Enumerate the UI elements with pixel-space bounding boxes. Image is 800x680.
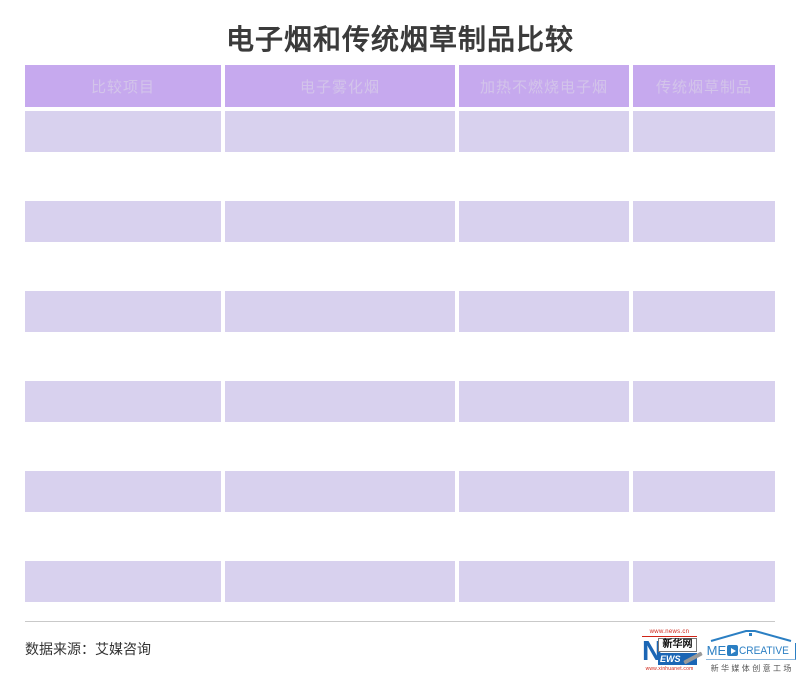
table-cell	[25, 246, 221, 287]
xinhuanet-news-text: EWS	[658, 651, 703, 665]
table-cell	[459, 291, 629, 332]
table-row	[25, 561, 775, 602]
table-cell	[633, 561, 775, 602]
data-source-label: 数据来源：艾媒咨询	[25, 641, 151, 657]
table-cell	[633, 156, 775, 197]
column-header-1: 电子雾化烟	[225, 65, 455, 107]
table-cell	[225, 336, 455, 377]
medcreative-creative-text: CREATIVE	[739, 644, 790, 657]
table-cell	[225, 561, 455, 602]
table-cell	[459, 111, 629, 152]
table-cell	[459, 336, 629, 377]
table-cell	[25, 426, 221, 467]
table-cell	[225, 426, 455, 467]
table-row	[25, 381, 775, 422]
xinhuanet-n-letter: N	[642, 635, 663, 666]
table-row	[25, 291, 775, 332]
table-cell	[633, 426, 775, 467]
table-body	[25, 111, 775, 602]
column-header-0: 比较项目	[25, 65, 221, 107]
table-cell	[225, 291, 455, 332]
table-cell	[459, 426, 629, 467]
table-row	[25, 201, 775, 242]
xinhuanet-logo: www.news.cn N 新华网 EWS www.xinhuanet.com	[642, 629, 703, 672]
table-cell	[633, 336, 775, 377]
roof-icon	[710, 630, 792, 642]
xinhuanet-wordmark: N 新华网 EWS	[642, 635, 703, 666]
table-cell	[225, 111, 455, 152]
table-cell	[225, 381, 455, 422]
table-cell	[25, 561, 221, 602]
table-cell	[25, 291, 221, 332]
xinhuanet-name-cn: 新华网	[658, 638, 697, 652]
table-cell	[459, 156, 629, 197]
table-row	[25, 111, 775, 152]
table-row	[25, 516, 775, 557]
table-cell	[25, 156, 221, 197]
table-cell	[459, 201, 629, 242]
medcreative-me-text: ME	[706, 643, 727, 658]
table-cell	[633, 111, 775, 152]
column-header-2: 加热不燃烧电子烟	[459, 65, 629, 107]
table-cell	[459, 516, 629, 557]
table-cell	[633, 516, 775, 557]
table-cell	[633, 246, 775, 287]
table-cell	[25, 201, 221, 242]
table-row	[25, 471, 775, 512]
footer: 数据来源：艾媒咨询 www.news.cn N 新华网 EWS www.xinh…	[25, 621, 797, 673]
table-cell	[225, 156, 455, 197]
table-cell	[225, 201, 455, 242]
table-cell	[225, 246, 455, 287]
table-cell	[25, 381, 221, 422]
table-cell	[225, 471, 455, 512]
medcreative-name-cn: 新华媒体创意工场	[710, 664, 794, 673]
table-cell	[459, 381, 629, 422]
table-cell	[459, 561, 629, 602]
table-row	[25, 246, 775, 287]
table-cell	[633, 471, 775, 512]
page-title: 电子烟和传统烟草制品比较	[225, 24, 574, 55]
table-row	[25, 156, 775, 197]
table-cell	[633, 291, 775, 332]
table-cell	[633, 201, 775, 242]
table-cell	[459, 471, 629, 512]
table-cell	[633, 381, 775, 422]
table-cell	[459, 246, 629, 287]
table-cell	[25, 471, 221, 512]
table-cell	[25, 516, 221, 557]
comparison-table: 比较项目 电子雾化烟 加热不燃烧电子烟 传统烟草制品	[25, 65, 775, 606]
column-header-3: 传统烟草制品	[633, 65, 775, 107]
table-cell	[225, 516, 455, 557]
medcreative-wordmark: ME CREATIVE	[705, 643, 797, 660]
xinhuanet-top-url: www.news.cn	[642, 629, 697, 637]
play-icon	[727, 645, 739, 656]
table-row	[25, 336, 775, 377]
table-cell	[25, 336, 221, 377]
table-header-row: 比较项目 电子雾化烟 加热不燃烧电子烟 传统烟草制品	[25, 65, 775, 107]
pen-swoosh-icon	[683, 651, 703, 665]
xinhuanet-bottom-url: www.xinhuanet.com	[645, 666, 694, 672]
table-row	[25, 426, 775, 467]
table-cell	[25, 111, 221, 152]
logo-group: www.news.cn N 新华网 EWS www.xinhuanet.com	[642, 629, 797, 674]
medcreative-logo: ME CREATIVE 新华媒体创意工场	[705, 629, 797, 674]
